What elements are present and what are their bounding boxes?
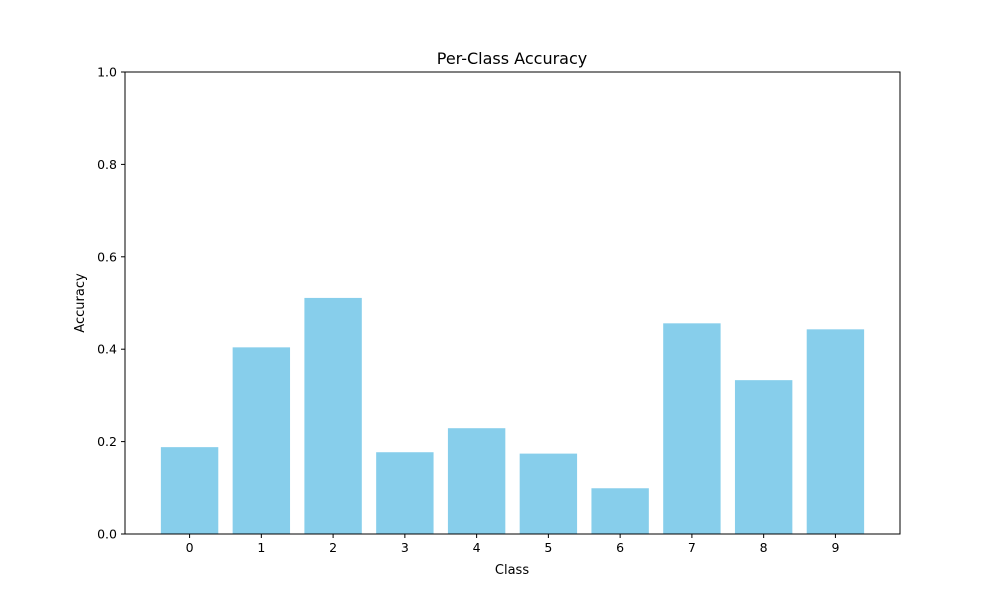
bar-class-4 xyxy=(447,428,506,534)
x-tick-label: 1 xyxy=(257,540,265,555)
x-tick-label: 6 xyxy=(616,540,624,555)
chart-title: Per-Class Accuracy xyxy=(437,49,587,68)
bar-class-8 xyxy=(734,380,793,534)
y-tick-label: 0.0 xyxy=(97,527,117,542)
bar-class-3 xyxy=(376,452,434,534)
bar-class-7 xyxy=(663,323,721,534)
bar-class-0 xyxy=(160,447,219,534)
bar-class-1 xyxy=(232,347,291,534)
x-tick-label: 0 xyxy=(186,540,194,555)
y-tick-label: 0.8 xyxy=(97,157,117,172)
x-tick-label: 5 xyxy=(544,540,552,555)
bar-class-2 xyxy=(304,297,362,534)
x-tick-label: 8 xyxy=(760,540,768,555)
bar-class-6 xyxy=(591,488,649,534)
y-tick-label: 1.0 xyxy=(97,65,117,80)
x-axis-label: Class xyxy=(495,563,529,578)
x-tick-label: 7 xyxy=(688,540,696,555)
y-axis-label: Accuracy xyxy=(73,273,88,333)
y-tick-label: 0.6 xyxy=(97,249,117,264)
plot-area: 0 1 2 3 4 5 6 7 8 9 0.0 0.2 0.4 0.6 0.8 1.0 xyxy=(97,65,901,555)
bar-class-9 xyxy=(806,329,865,534)
y-tick-label: 0.4 xyxy=(97,342,117,357)
bar-class-5 xyxy=(519,453,578,534)
y-tick-label: 0.2 xyxy=(97,434,117,449)
x-tick-label: 2 xyxy=(329,540,337,555)
x-tick-label: 4 xyxy=(473,540,481,555)
plot-frame xyxy=(124,71,901,535)
x-tick-label: 3 xyxy=(401,540,409,555)
x-tick-label: 9 xyxy=(831,540,839,555)
